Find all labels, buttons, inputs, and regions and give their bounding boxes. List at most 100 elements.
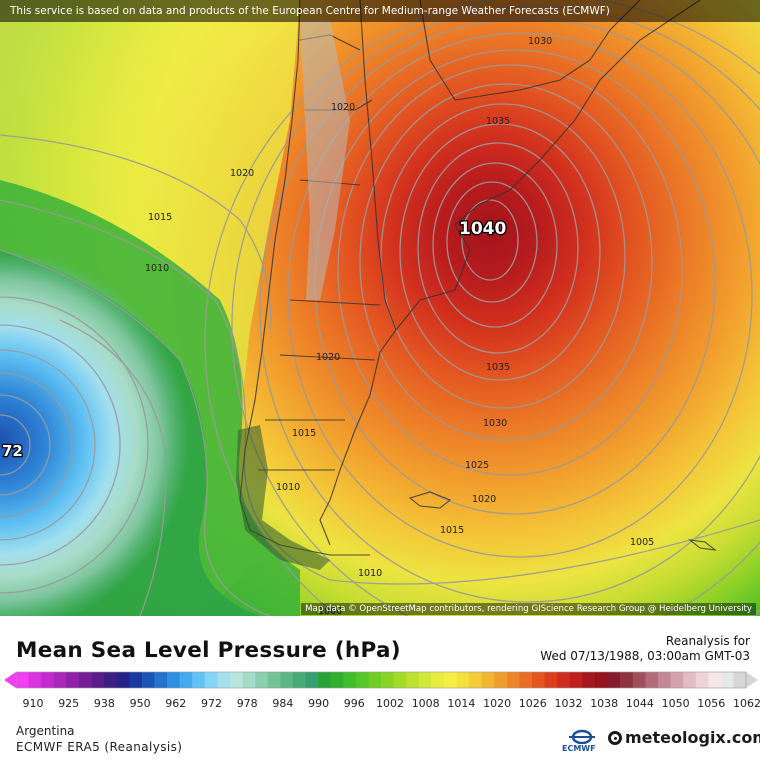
- scale-color-cell: [607, 672, 621, 688]
- scale-color-cell: [418, 672, 432, 688]
- scale-tick-label: 978: [237, 697, 258, 710]
- scale-tick-label: 996: [344, 697, 365, 710]
- scale-color-cell: [594, 672, 609, 688]
- contour-label-1030: 1030: [483, 418, 507, 429]
- scale-tick-label: 1014: [447, 697, 475, 710]
- scale-arrow-max: [746, 672, 758, 688]
- scale-color-cell: [557, 672, 571, 688]
- run-type-label: Reanalysis for: [665, 634, 750, 648]
- scale-color-cell: [154, 672, 168, 688]
- contour-label-1020: 1020: [331, 102, 355, 113]
- contour-label-1025: 1025: [465, 460, 489, 471]
- scale-color-cell: [129, 672, 143, 688]
- ecmwf-logo-icon: [569, 729, 595, 745]
- scale-color-cell: [179, 672, 193, 688]
- scale-tick-label: 962: [165, 697, 186, 710]
- contour-label-1020: 1020: [472, 494, 496, 505]
- ecmwf-logo-text: ECMWF: [562, 744, 596, 753]
- scale-tick-label: 1050: [662, 697, 690, 710]
- contour-label-1005: 1005: [630, 537, 654, 548]
- scale-tick-label: 990: [308, 697, 329, 710]
- scale-color-cell: [242, 672, 256, 688]
- scale-color-cell: [431, 672, 445, 688]
- scale-color-cell: [733, 672, 747, 688]
- scale-color-cell: [632, 672, 646, 688]
- valid-time-label: Wed 07/13/1988, 03:00am GMT-03: [540, 649, 750, 663]
- scale-tick-label: 1032: [555, 697, 583, 710]
- scale-tick-label: 938: [94, 697, 115, 710]
- pressure-map-canvas: 1030 1035 1020 1020 1015 1010 1020 1015 …: [0, 0, 760, 616]
- contour-label-1030: 1030: [528, 36, 552, 47]
- contour-label-1010: 1010: [145, 263, 169, 274]
- scale-color-cell: [343, 672, 357, 688]
- andes-relief: [300, 20, 350, 300]
- scale-color-cell: [393, 672, 407, 688]
- contour-label-1015: 1015: [292, 428, 316, 439]
- scale-color-cell: [217, 672, 231, 688]
- scale-color-cell: [292, 672, 307, 688]
- contour-label-1015: 1015: [148, 212, 172, 223]
- contour-label-1020: 1020: [230, 168, 254, 179]
- scale-color-cell: [708, 672, 722, 688]
- scale-color-cell: [469, 672, 483, 688]
- scale-color-cell: [116, 672, 130, 688]
- scale-color-cell: [720, 672, 735, 688]
- scale-tick-label: 1026: [519, 697, 547, 710]
- scale-color-cell: [569, 672, 583, 688]
- meteologix-icon: [608, 730, 622, 745]
- scale-color-cell: [532, 672, 546, 688]
- scale-arrow-min: [4, 672, 16, 688]
- scale-color-cell: [582, 672, 596, 688]
- scale-tick-label: 1062: [733, 697, 760, 710]
- scale-color-cell: [506, 672, 521, 688]
- scale-tick-label: 925: [58, 697, 79, 710]
- high-pressure-label: 1040: [459, 219, 506, 239]
- meteologix-logo[interactable]: meteologix.com: [608, 728, 760, 747]
- scale-color-cell: [318, 672, 332, 688]
- scale-tick-label: 1044: [626, 697, 654, 710]
- scale-color-cell: [16, 672, 30, 688]
- scale-color-cell: [78, 672, 93, 688]
- scale-color-cell: [28, 672, 42, 688]
- region-label: Argentina: [16, 724, 75, 738]
- contour-label-1010: 1010: [276, 482, 300, 493]
- color-scale-tick-labels: 910 925 938 950 962 972 978 984 990 996 1002 1008 10…: [23, 697, 760, 710]
- contour-label-1035: 1035: [486, 362, 510, 373]
- scale-color-cell: [267, 672, 281, 688]
- scale-color-cell: [330, 672, 344, 688]
- scale-tick-label: 1056: [697, 697, 725, 710]
- scale-color-cell: [141, 672, 156, 688]
- scale-color-cell: [255, 672, 269, 688]
- scale-color-cell: [494, 672, 508, 688]
- contour-label-1000: 1000: [318, 606, 342, 616]
- contour-label-1010: 1010: [358, 568, 382, 579]
- scale-color-cell: [305, 672, 319, 688]
- scale-color-cell: [192, 672, 206, 688]
- scale-color-cell: [204, 672, 218, 688]
- pressure-map[interactable]: 1030 1035 1020 1020 1015 1010 1020 1015 …: [0, 0, 760, 616]
- contour-label-1020: 1020: [316, 352, 340, 363]
- scale-color-cell: [66, 672, 80, 688]
- meteologix-brand-text: meteologix.com: [625, 728, 760, 747]
- scale-color-cell: [229, 672, 244, 688]
- scale-color-cell: [519, 672, 533, 688]
- scale-color-cell: [670, 672, 684, 688]
- map-title: Mean Sea Level Pressure (hPa): [16, 638, 401, 663]
- scale-tick-label: 1038: [590, 697, 618, 710]
- scale-tick-label: 950: [130, 697, 151, 710]
- scale-color-cell: [620, 672, 634, 688]
- ecmwf-logo[interactable]: [561, 728, 603, 756]
- scale-color-cell: [443, 672, 458, 688]
- contour-label-1015: 1015: [440, 525, 464, 536]
- contour-labels: 1030 1035 1020 1020 1015 1010 1020 1015 …: [1, 36, 654, 616]
- contour-label-1035: 1035: [486, 116, 510, 127]
- map-data-credit[interactable]: Map data © OpenStreetMap contributors, r…: [301, 603, 756, 615]
- scale-tick-label: 910: [23, 697, 44, 710]
- scale-tick-label: 972: [201, 697, 222, 710]
- scale-color-cell: [355, 672, 370, 688]
- color-scale-bar: 910 925 938 950 962 972 978 984 990 996 1002 1008 10…: [4, 671, 760, 710]
- color-scale-cells: [4, 671, 758, 689]
- ecmwf-attribution-banner: This service is based on data and produc…: [0, 0, 760, 22]
- legend-panel: Mean Sea Level Pressure (hPa) Reanalysis…: [0, 616, 760, 760]
- scale-tick-label: 1008: [412, 697, 440, 710]
